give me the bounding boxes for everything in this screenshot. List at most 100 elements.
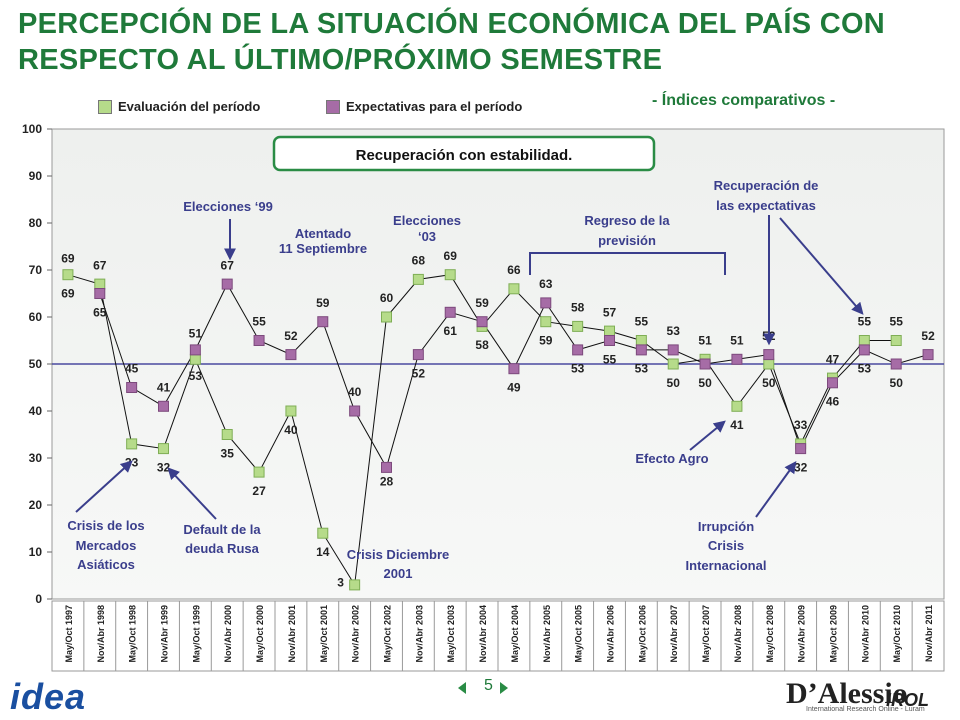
y-tick-label: 50 — [29, 357, 43, 371]
data-label: 60 — [380, 291, 394, 305]
x-tick-label: May/Oct 1999 — [191, 605, 201, 663]
callout-box — [272, 135, 656, 172]
data-point-evaluacion — [412, 273, 424, 285]
data-point-expectativas — [253, 335, 265, 346]
callout-text: Recuperación con estabilidad. — [356, 147, 573, 164]
data-point-evaluacion — [890, 335, 902, 346]
x-tick-label: Nov/Abr 2006 — [606, 605, 616, 663]
data-label: 59 — [539, 334, 553, 348]
annotation-crisis-asia: Asiáticos — [77, 557, 135, 572]
annotation-irrupcion: Internacional — [686, 558, 767, 573]
x-tick-label: May/Oct 2001 — [319, 605, 329, 663]
data-point-expectativas — [763, 349, 775, 361]
y-tick-label: 30 — [29, 451, 43, 465]
annotation-agro: Efecto Agro — [635, 451, 708, 466]
data-label: 55 — [858, 315, 872, 329]
data-label: 46 — [826, 395, 840, 409]
x-tick-label: Nov/Abr 2009 — [797, 605, 807, 663]
data-label: 58 — [475, 338, 489, 352]
data-point-evaluacion — [381, 311, 392, 323]
legend-label-expectativas: Expectativas para el período — [346, 99, 523, 114]
x-tick-label: Nov/Abr 1999 — [160, 605, 170, 663]
data-label: 58 — [571, 301, 585, 315]
x-tick-label: May/Oct 2010 — [892, 605, 902, 663]
data-label: 52 — [284, 329, 298, 343]
data-point-expectativas — [189, 344, 201, 356]
data-label: 32 — [157, 460, 171, 474]
legend-swatch-evaluacion — [98, 99, 112, 114]
annotation-irrupcion: Crisis — [708, 538, 744, 553]
data-label: 52 — [412, 366, 426, 380]
data-label: 40 — [348, 385, 362, 399]
data-point-expectativas — [795, 443, 807, 455]
data-point-evaluacion — [317, 527, 329, 539]
data-point-expectativas — [381, 461, 392, 473]
annotation-recuperacion: las expectativas — [716, 198, 816, 213]
x-tick-label: May/Oct 2003 — [446, 605, 456, 663]
y-tick-label: 70 — [29, 263, 43, 277]
data-point-evaluacion — [126, 438, 138, 450]
data-point-evaluacion — [540, 316, 552, 328]
data-label: 53 — [571, 362, 585, 376]
arrow-agro — [689, 420, 726, 451]
data-label: 14 — [316, 545, 330, 559]
idea-logo: idea — [10, 676, 87, 717]
data-point-evaluacion — [604, 325, 615, 337]
data-label: 52 — [921, 329, 935, 343]
data-label: 50 — [667, 376, 681, 390]
y-tick-label: 10 — [29, 545, 43, 559]
annotation-elecciones99: Elecciones ‘99 — [183, 199, 273, 214]
annotation-regreso: Regreso de la — [584, 213, 670, 228]
data-label: 32 — [794, 460, 808, 474]
data-label: 53 — [858, 362, 872, 376]
previous-slide-icon[interactable] — [458, 682, 466, 694]
y-tick-label: 60 — [29, 310, 43, 324]
data-label: 3 — [337, 576, 344, 590]
data-point-evaluacion — [763, 358, 775, 370]
arrow-crisis-asia — [75, 460, 133, 513]
legend-item-expectativas: Expectativas para el período — [326, 99, 522, 114]
x-tick-label: Nov/Abr 2002 — [351, 605, 361, 663]
data-label: 55 — [890, 315, 904, 329]
legend-item-evaluacion: Evaluación del período — [98, 99, 260, 114]
data-point-expectativas — [858, 344, 870, 356]
data-label: 51 — [698, 334, 712, 348]
data-label: 63 — [539, 277, 553, 291]
y-tick-label: 80 — [29, 216, 43, 230]
x-tick-label: May/Oct 2006 — [637, 605, 647, 663]
data-point-evaluacion — [444, 269, 456, 281]
x-tick-label: Nov/Abr 2008 — [733, 605, 743, 663]
data-label: 49 — [507, 381, 521, 395]
data-point-evaluacion — [858, 335, 870, 346]
irol-logo: IROL — [886, 690, 929, 710]
data-point-expectativas — [922, 349, 934, 361]
x-tick-label: Nov/Abr 2007 — [669, 605, 679, 663]
data-point-evaluacion — [62, 269, 74, 281]
x-tick-label: Nov/Abr 2000 — [223, 605, 233, 663]
x-tick-label: May/Oct 2005 — [574, 605, 584, 663]
data-point-expectativas — [126, 382, 138, 393]
data-point-evaluacion — [349, 579, 361, 591]
annotation-elecciones03: Elecciones — [393, 213, 461, 228]
data-label: 35 — [221, 446, 235, 460]
data-point-expectativas — [731, 353, 743, 365]
data-label: 67 — [93, 258, 107, 272]
data-label: 66 — [507, 263, 521, 277]
data-label: 53 — [635, 362, 649, 376]
brand-subtitle: International Research Online - Luram — [806, 706, 925, 713]
next-slide-icon[interactable] — [500, 682, 508, 694]
data-point-expectativas — [604, 335, 615, 346]
data-point-evaluacion — [508, 283, 520, 295]
data-point-expectativas — [412, 349, 424, 361]
x-tick-label: Nov/Abr 2005 — [542, 605, 552, 663]
data-point-evaluacion — [189, 353, 201, 365]
data-label: 47 — [826, 352, 840, 366]
data-point-expectativas — [349, 405, 361, 417]
data-label: 59 — [475, 296, 489, 310]
page-number: 5 — [484, 677, 493, 694]
arrow-irrupcion — [755, 461, 797, 518]
data-label: 51 — [730, 334, 744, 348]
data-label: 69 — [61, 287, 75, 301]
data-label: 65 — [93, 305, 107, 319]
